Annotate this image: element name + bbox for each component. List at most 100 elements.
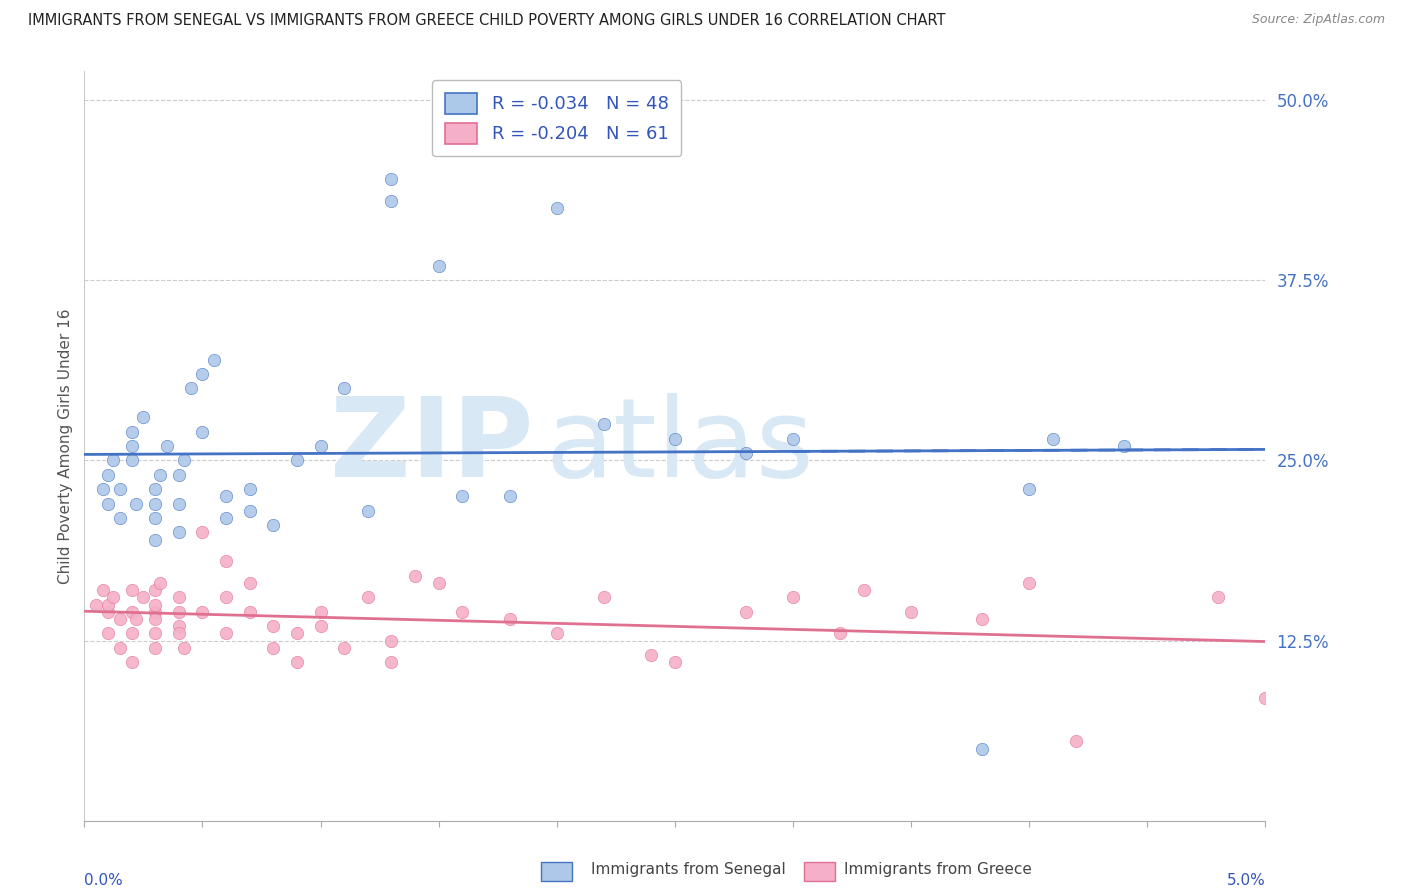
Point xyxy=(108,640,131,655)
Point xyxy=(121,655,143,669)
Point xyxy=(1018,482,1040,496)
Point xyxy=(97,598,120,612)
Text: IMMIGRANTS FROM SENEGAL VS IMMIGRANTS FROM GREECE CHILD POVERTY AMONG GIRLS UNDE: IMMIGRANTS FROM SENEGAL VS IMMIGRANTS FR… xyxy=(28,13,946,29)
Point xyxy=(101,453,124,467)
Point xyxy=(546,626,568,640)
Point xyxy=(97,497,120,511)
Point xyxy=(167,525,190,540)
Point xyxy=(734,605,756,619)
Point xyxy=(900,605,922,619)
Point xyxy=(167,619,190,633)
Point xyxy=(143,583,166,598)
Point xyxy=(121,605,143,619)
Point xyxy=(380,172,402,186)
Point xyxy=(180,381,202,395)
Point xyxy=(262,518,284,533)
Point xyxy=(333,640,356,655)
Point xyxy=(143,497,166,511)
Point xyxy=(309,605,332,619)
Text: ZIP: ZIP xyxy=(330,392,533,500)
Point xyxy=(852,583,875,598)
Point xyxy=(121,626,143,640)
Point xyxy=(156,439,179,453)
Point xyxy=(215,490,238,504)
Point xyxy=(239,482,262,496)
Point xyxy=(380,194,402,208)
Point xyxy=(1066,734,1088,748)
Point xyxy=(664,432,686,446)
Point xyxy=(830,626,852,640)
Point xyxy=(215,591,238,605)
Point xyxy=(380,633,402,648)
Point xyxy=(309,439,332,453)
Point xyxy=(132,591,155,605)
Point xyxy=(239,575,262,590)
Point xyxy=(498,612,520,626)
Point xyxy=(202,352,225,367)
Point xyxy=(357,591,380,605)
Text: 5.0%: 5.0% xyxy=(1226,873,1265,888)
Point xyxy=(640,648,662,662)
Point xyxy=(84,598,107,612)
Point xyxy=(191,525,214,540)
Point xyxy=(149,467,172,482)
Point xyxy=(191,605,214,619)
Point xyxy=(143,482,166,496)
Point xyxy=(333,381,356,395)
Point xyxy=(451,605,474,619)
Point xyxy=(108,482,131,496)
Point xyxy=(97,467,120,482)
Point xyxy=(97,626,120,640)
Point xyxy=(734,446,756,460)
Point xyxy=(167,626,190,640)
Point xyxy=(262,640,284,655)
Point xyxy=(143,511,166,525)
Point xyxy=(970,741,993,756)
Point xyxy=(262,619,284,633)
Point xyxy=(664,655,686,669)
Point xyxy=(782,432,804,446)
Point xyxy=(1112,439,1135,453)
Point xyxy=(1018,575,1040,590)
Point xyxy=(1254,691,1277,706)
Point xyxy=(546,201,568,215)
Point xyxy=(215,511,238,525)
Point xyxy=(108,511,131,525)
Point xyxy=(108,612,131,626)
Point xyxy=(593,591,616,605)
Point xyxy=(143,626,166,640)
Text: Immigrants from Senegal: Immigrants from Senegal xyxy=(591,863,786,877)
Point xyxy=(121,453,143,467)
Point xyxy=(121,583,143,598)
Text: Source: ZipAtlas.com: Source: ZipAtlas.com xyxy=(1251,13,1385,27)
Point xyxy=(357,504,380,518)
Point xyxy=(285,453,308,467)
Point xyxy=(167,497,190,511)
Point xyxy=(239,605,262,619)
Point xyxy=(782,591,804,605)
Legend: R = -0.034   N = 48, R = -0.204   N = 61: R = -0.034 N = 48, R = -0.204 N = 61 xyxy=(432,80,682,156)
Point xyxy=(404,568,426,582)
Point xyxy=(239,504,262,518)
Point xyxy=(91,583,114,598)
Point xyxy=(173,453,195,467)
Point xyxy=(132,410,155,425)
Point xyxy=(380,655,402,669)
Point xyxy=(285,655,308,669)
Point xyxy=(143,612,166,626)
Point xyxy=(970,612,993,626)
Point xyxy=(121,439,143,453)
Point xyxy=(498,490,520,504)
Point xyxy=(167,591,190,605)
Text: 0.0%: 0.0% xyxy=(84,873,124,888)
Point xyxy=(191,367,214,381)
Point xyxy=(149,575,172,590)
Point xyxy=(97,605,120,619)
Point xyxy=(125,497,148,511)
Text: atlas: atlas xyxy=(546,392,814,500)
Point xyxy=(143,605,166,619)
Point xyxy=(143,533,166,547)
Point xyxy=(285,626,308,640)
Point xyxy=(143,640,166,655)
Point xyxy=(215,626,238,640)
